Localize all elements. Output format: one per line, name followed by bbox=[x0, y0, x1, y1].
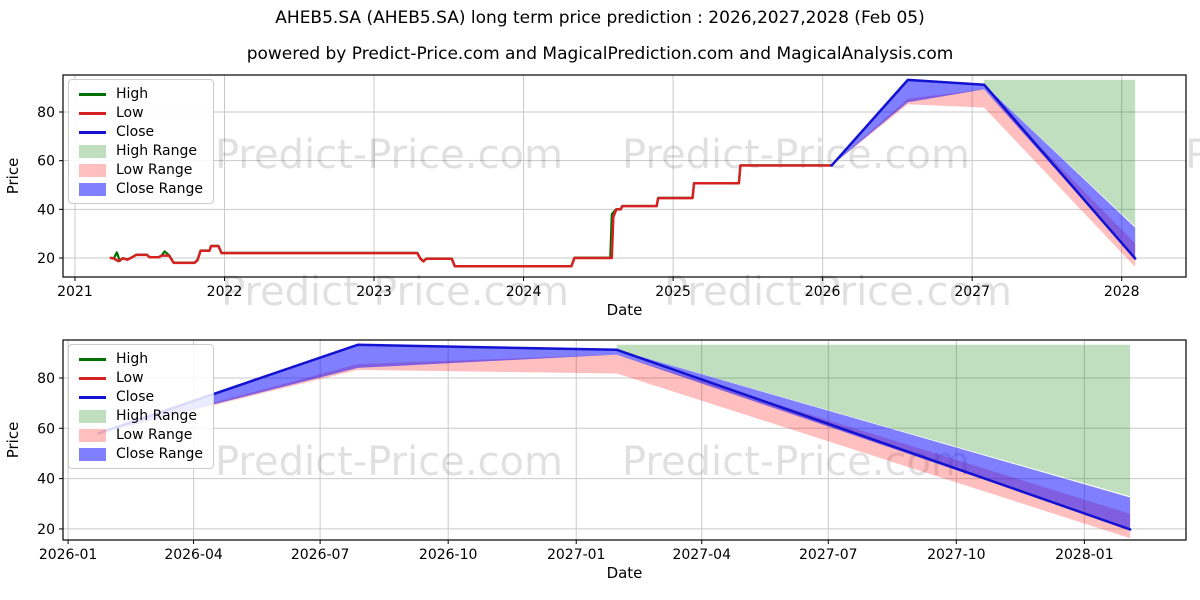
series-close-line bbox=[97, 343, 1132, 531]
legend-row: High Range bbox=[79, 143, 203, 159]
legend-row: Low bbox=[79, 370, 203, 386]
x-tick-label: 2028 bbox=[1104, 284, 1140, 300]
legend-line-swatch bbox=[79, 395, 106, 399]
legend-patch-swatch bbox=[79, 163, 106, 177]
band-high-range bbox=[616, 344, 1131, 497]
y-tick-label: 40 bbox=[37, 472, 55, 488]
x-tick-label: 2022 bbox=[207, 284, 243, 300]
legend-row: Low Range bbox=[79, 427, 203, 443]
legend-line-swatch bbox=[79, 376, 106, 380]
legend-row: Close bbox=[79, 389, 203, 405]
legend-label: Close Range bbox=[116, 446, 203, 462]
legend-patch-swatch bbox=[79, 409, 106, 423]
legend-row: Close bbox=[79, 124, 203, 140]
x-tick-label: 2026-04 bbox=[164, 547, 223, 563]
page-title: AHEB5.SA (AHEB5.SA) long term price pred… bbox=[275, 8, 925, 28]
x-axis-label: Date bbox=[607, 564, 643, 582]
x-tick-label: 2027 bbox=[954, 284, 990, 300]
legend-row: High Range bbox=[79, 408, 203, 424]
legend-label: Low Range bbox=[116, 427, 193, 443]
page-subtitle: powered by Predict-Price.com and Magical… bbox=[246, 44, 954, 64]
x-tick-label: 2023 bbox=[356, 284, 392, 300]
x-tick-label: 2027-07 bbox=[799, 547, 858, 563]
legend-row: Low bbox=[79, 105, 203, 121]
x-tick-label: 2026-01 bbox=[39, 547, 98, 563]
x-tick-label: 2027-04 bbox=[672, 547, 731, 563]
x-tick-label: 2024 bbox=[506, 284, 542, 300]
x-tick-label: 2025 bbox=[655, 284, 691, 300]
x-tick-label: 2026-10 bbox=[419, 547, 478, 563]
plot-border bbox=[62, 74, 1187, 278]
legend-patch-swatch bbox=[79, 428, 106, 442]
legend-patch-swatch bbox=[79, 144, 106, 158]
legend-row: Close Range bbox=[79, 181, 203, 197]
y-tick-label: 20 bbox=[37, 522, 55, 538]
series-close-line bbox=[830, 78, 1137, 260]
legend-label: High Range bbox=[116, 143, 197, 159]
legend-label: Low Range bbox=[116, 162, 193, 178]
watermark-text: Predict-Price.com bbox=[1185, 132, 1200, 178]
legend-label: High bbox=[116, 351, 149, 367]
legend-chart-1: High Low Close High Range Low Range Close Ran… bbox=[68, 344, 214, 469]
legend-row: Low Range bbox=[79, 162, 203, 178]
y-tick-label: 40 bbox=[37, 202, 55, 218]
series-low-line bbox=[109, 164, 833, 268]
series-high-line bbox=[109, 164, 833, 268]
legend-line-swatch bbox=[79, 130, 106, 134]
chart-prediction-zoom-2026-2028: Predict-Price.com Predict-Price.com2026-0… bbox=[4, 339, 1187, 582]
legend-row: Close Range bbox=[79, 446, 203, 462]
legend-label: Close bbox=[116, 124, 155, 140]
y-tick-label: 80 bbox=[37, 105, 55, 121]
chart-long-term-history-and-prediction: Predict-Price.com Predict-Price.com Predic… bbox=[4, 74, 1200, 319]
y-tick-label: 60 bbox=[37, 154, 55, 170]
x-tick-label: 2026-07 bbox=[291, 547, 350, 563]
watermark-text: Predict-Price.com bbox=[215, 439, 563, 485]
y-tick-label: 20 bbox=[37, 251, 55, 267]
x-tick-label: 2021 bbox=[57, 284, 93, 300]
legend-row: High bbox=[79, 86, 203, 102]
y-axis-label: Price bbox=[4, 422, 22, 459]
legend-line-swatch bbox=[79, 357, 106, 361]
legend-label: Low bbox=[116, 105, 144, 121]
legend-patch-swatch bbox=[79, 182, 106, 196]
x-tick-label: 2028-01 bbox=[1055, 547, 1114, 563]
x-axis-label: Date bbox=[607, 301, 643, 319]
y-axis-label: Price bbox=[4, 158, 22, 195]
legend-label: Close Range bbox=[116, 181, 203, 197]
legend-label: Low bbox=[116, 370, 144, 386]
x-tick-label: 2027-10 bbox=[927, 547, 986, 563]
x-tick-label: 2026 bbox=[805, 284, 841, 300]
y-tick-label: 80 bbox=[37, 371, 55, 387]
watermark-text: Predict-Price.com bbox=[215, 132, 563, 178]
legend-row: High bbox=[79, 351, 203, 367]
plot-border bbox=[62, 339, 1187, 541]
watermark-text: Predict-Price.com bbox=[622, 132, 970, 178]
legend-line-swatch bbox=[79, 92, 106, 96]
legend-label: Close bbox=[116, 389, 155, 405]
legend-label: High bbox=[116, 86, 149, 102]
legend-label: High Range bbox=[116, 408, 197, 424]
x-tick-label: 2027-01 bbox=[547, 547, 606, 563]
legend-patch-swatch bbox=[79, 447, 106, 461]
legend-line-swatch bbox=[79, 111, 106, 115]
y-tick-label: 60 bbox=[37, 421, 55, 437]
legend-chart-0: High Low Close High Range Low Range Close Ran… bbox=[68, 79, 214, 204]
band-high-range bbox=[984, 79, 1136, 227]
